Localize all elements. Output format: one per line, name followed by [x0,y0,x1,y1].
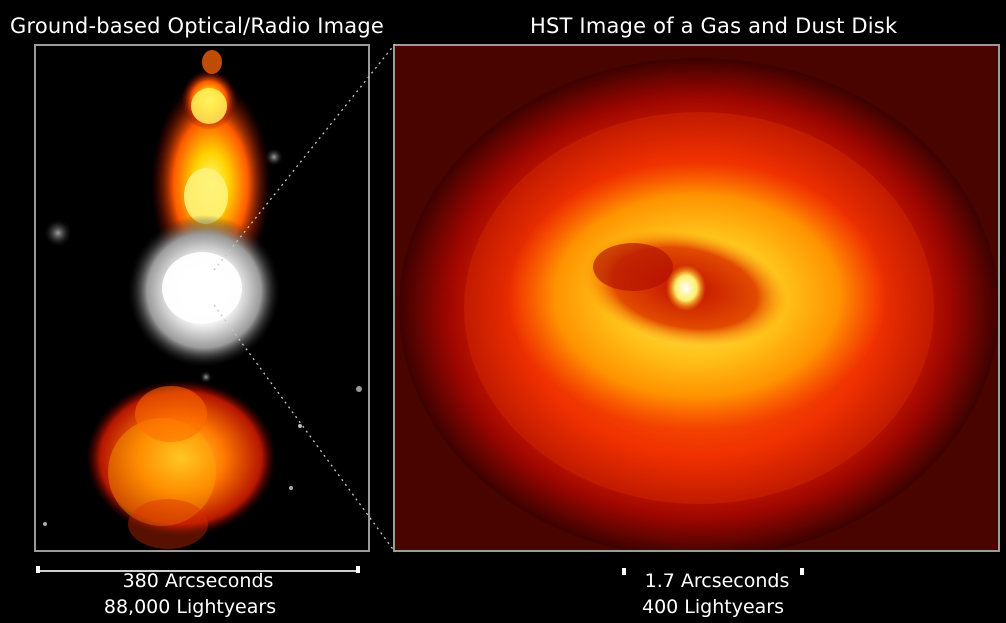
title-hst-image: HST Image of a Gas and Dust Disk [530,14,898,38]
left-scale-lightyears: 88,000 Lightyears [103,596,277,618]
hst-image-art [395,46,998,550]
ground-based-image-art [43,50,362,549]
right-scale-left-tick [622,568,626,575]
left-scale-arcseconds: 380 Arcseconds [122,570,274,592]
left-scale-bar [36,566,360,573]
right-scale-lightyears: 400 Lightyears [641,596,784,618]
ground-based-image-panel [34,44,370,552]
hst-image-panel [393,44,1000,552]
right-scale-arcseconds: 1.7 Arcseconds [644,570,790,592]
title-ground-based-image: Ground-based Optical/Radio Image [10,14,384,38]
right-scale-right-tick [800,568,804,575]
